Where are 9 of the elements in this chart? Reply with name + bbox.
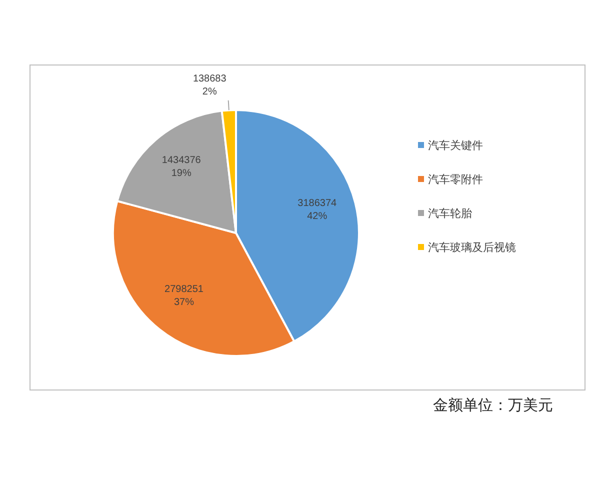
- text: 金额单位：万美元: [433, 397, 553, 414]
- data-label: 3186374 42%: [298, 198, 338, 222]
- legend-label: 汽车零附件: [428, 173, 483, 186]
- data-label: 1434376 19%: [162, 155, 202, 180]
- legend-label: 汽车轮胎: [428, 207, 472, 220]
- data-label: 2798251 37%: [164, 284, 204, 308]
- legend-label: 汽车玻璃及后视镜: [428, 241, 516, 254]
- legend-label: 汽车关键件: [428, 139, 483, 152]
- data-label: 138683 2%: [192, 74, 227, 98]
